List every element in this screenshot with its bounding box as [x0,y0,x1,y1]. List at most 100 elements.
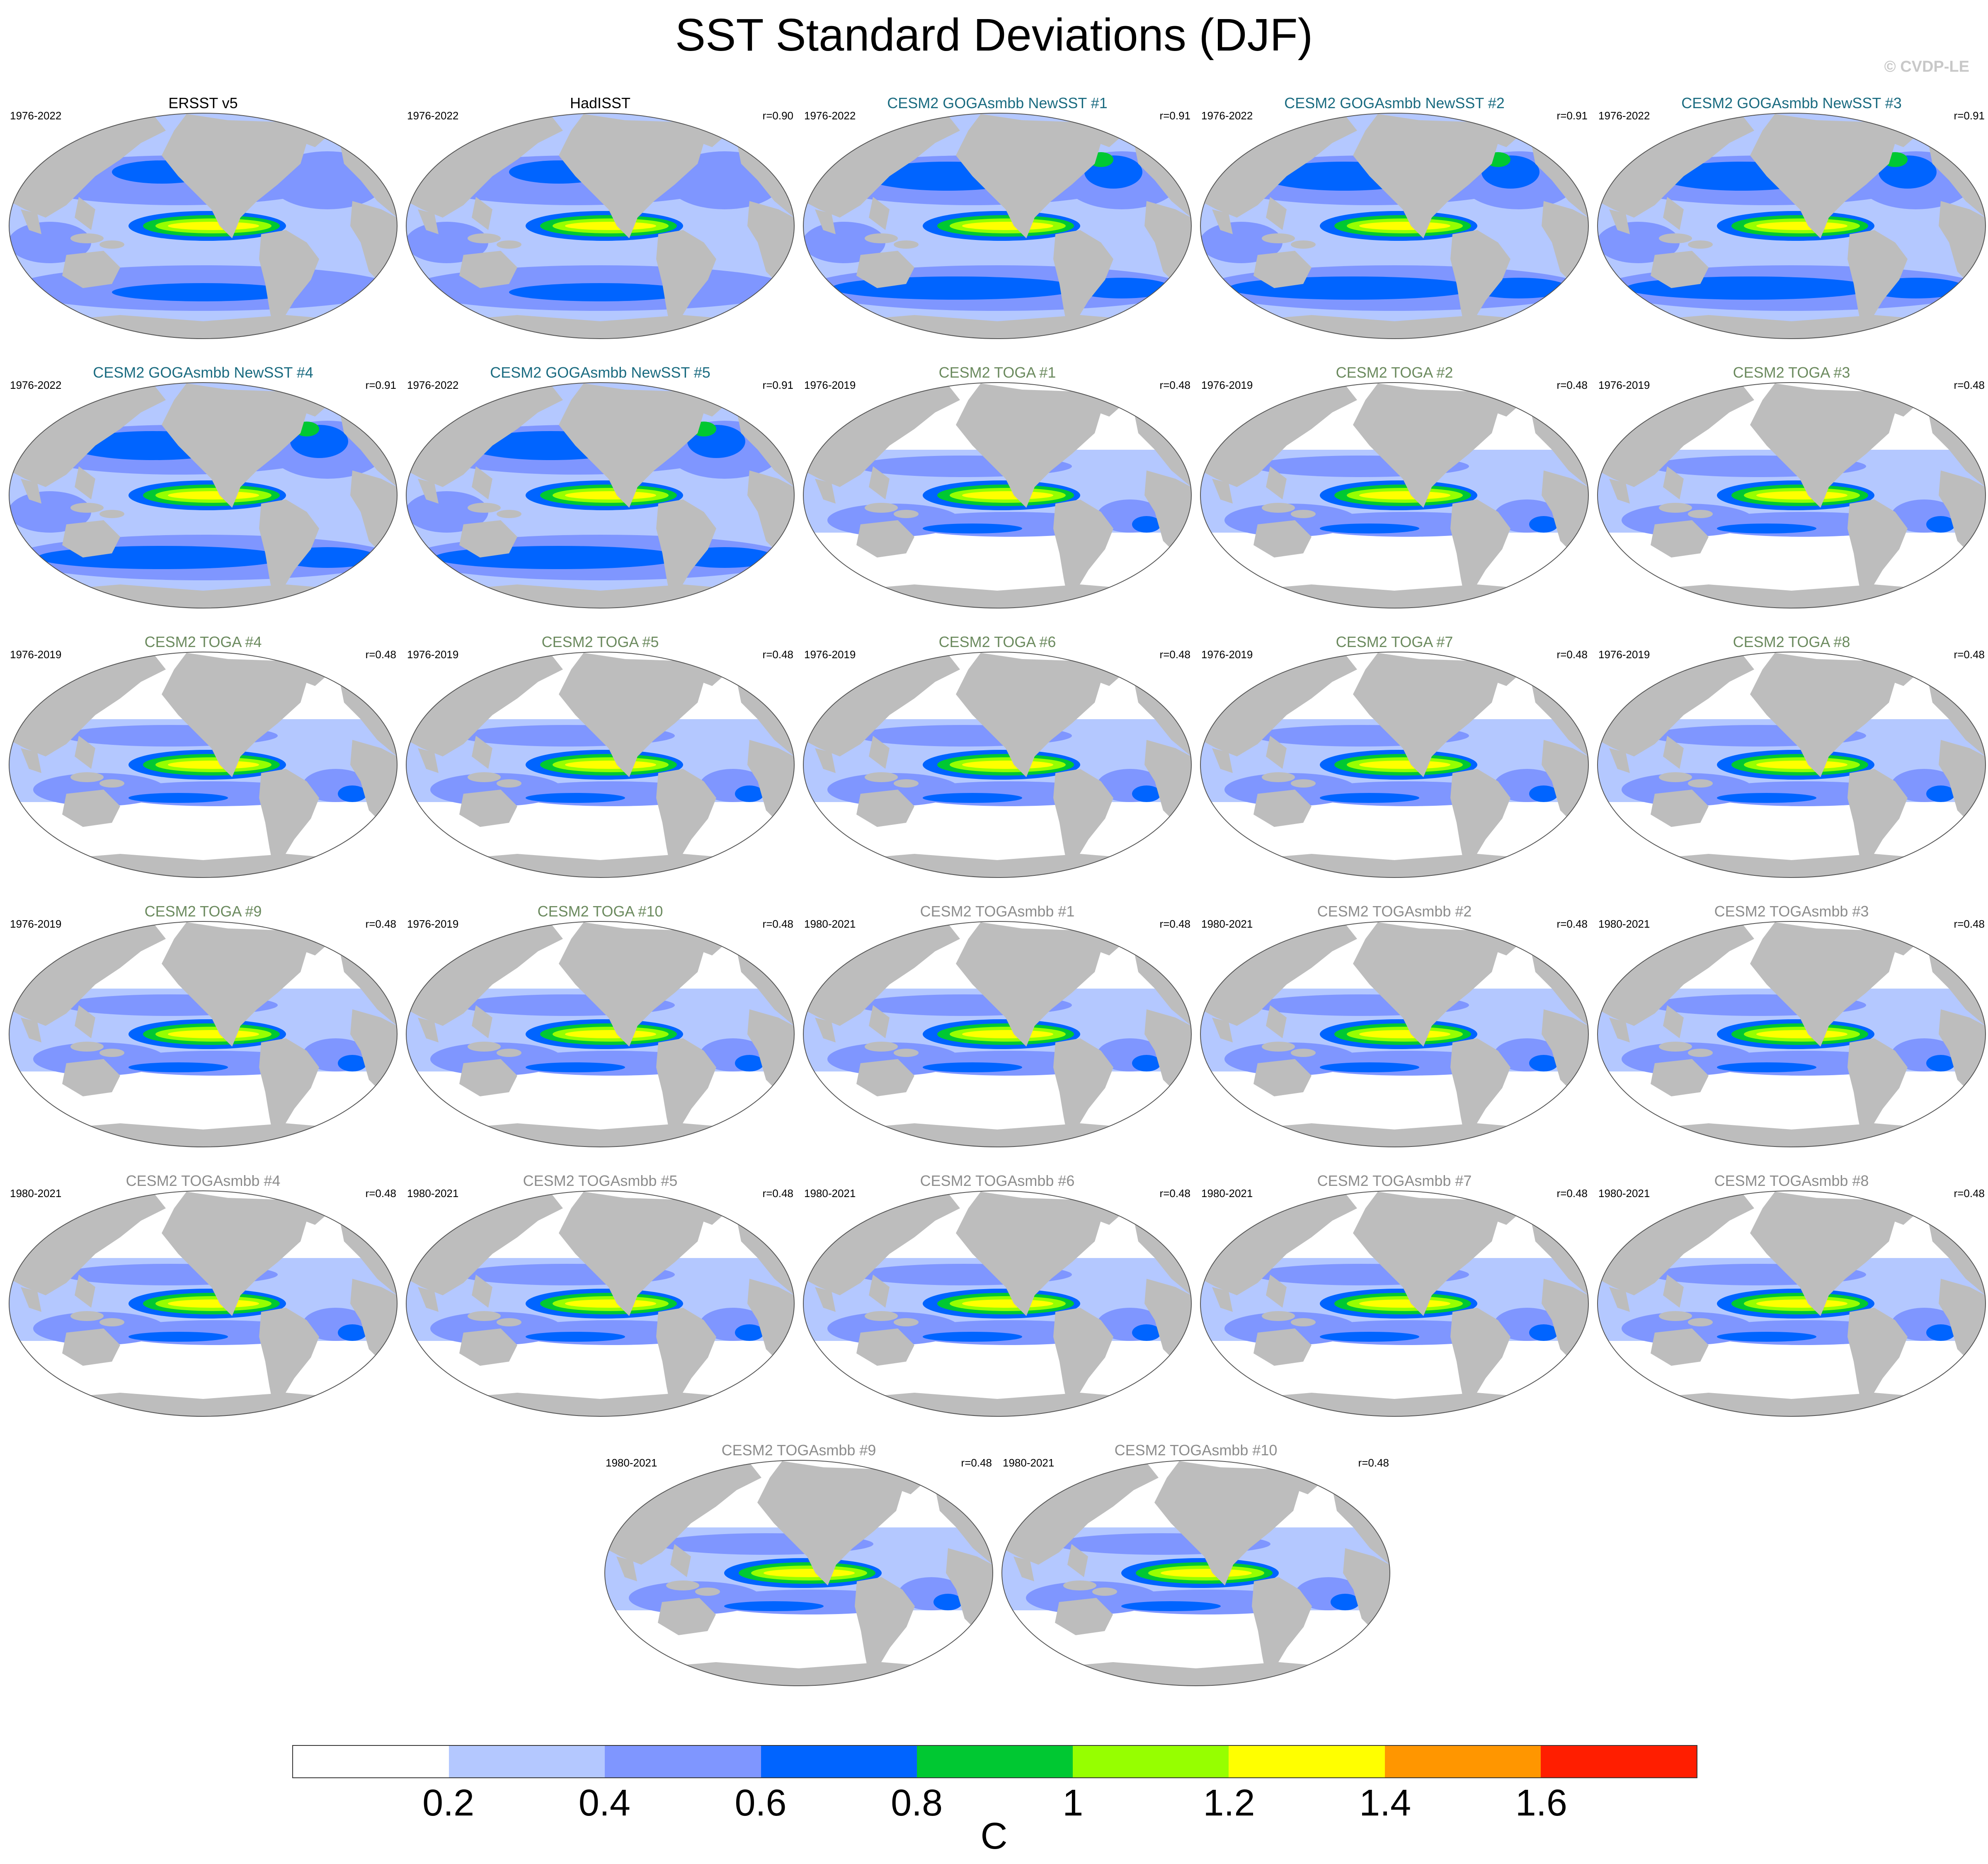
globe-outline [1597,382,1986,608]
land-india [21,479,41,504]
map-panel: ERSST v5 1976-2022 [9,95,398,339]
enso-yellow [962,761,1053,769]
land-new-guinea [1291,1049,1316,1057]
core-southern-ocean [112,283,294,301]
land-india [1212,1018,1233,1042]
land-se-asia [1266,1005,1287,1038]
land-south-america [259,769,319,868]
map-panel: HadISST 1976-2022 r=0.90 [406,95,795,339]
band-indian-ocean [1200,222,1283,263]
land-indonesia [1659,1311,1692,1321]
land-india [1212,209,1233,234]
panel-correlation: r=0.91 [366,379,396,391]
land-india [815,479,836,504]
land-se-asia [869,466,890,499]
land-indonesia [1262,772,1295,782]
core-south-pacific [1320,1332,1419,1342]
land-north-america [559,383,704,508]
land-south-america [1847,1038,1908,1138]
colorbar-tick-label: 0.2 [422,1782,475,1824]
land-new-guinea [99,510,124,518]
land-se-asia [75,197,95,230]
map-field [406,113,794,339]
map-panel: CESM2 TOGA #5 1976-2019 r=0.48 [406,633,795,878]
land-africa [1939,470,1986,553]
land-south-america [1450,769,1510,868]
land-australia [1651,520,1709,558]
land-australia [1651,251,1709,288]
panel-correlation: r=0.91 [763,379,793,391]
panel-title: CESM2 TOGAsmbb #3 [1714,903,1869,920]
land-africa [1144,740,1191,823]
panel-period: 1980-2021 [1598,1187,1650,1200]
land-new-guinea [1688,1318,1713,1326]
enso-yellow [168,1030,259,1038]
globe-outline [604,1460,993,1686]
land-africa [747,201,794,284]
map-panel: CESM2 TOGA #10 1976-2019 r=0.48 [406,903,795,1147]
map-field [803,921,1191,1147]
band-indian-ocean [9,222,91,263]
colorbar-swatch [1540,1746,1697,1777]
land-south-america [656,1308,716,1407]
land-new-guinea [1688,779,1713,788]
panel-correlation: r=0.48 [366,648,396,661]
enso-yellow [1756,1299,1847,1308]
land-indonesia [666,1580,699,1590]
enso-yellow [764,1569,855,1577]
map-panel: CESM2 TOGAsmbb #7 1980-2021 r=0.48 [1200,1172,1589,1417]
land-north-america [1750,383,1895,508]
land-indonesia [865,1311,898,1321]
land-indonesia [70,233,104,243]
enso-yellow [1756,222,1847,230]
core-south-pacific [1717,1062,1816,1072]
land-australia [1055,1598,1113,1635]
colorbar-swatch [1229,1746,1385,1777]
land-south-america [1450,1038,1510,1138]
core-south-atlantic [735,1055,764,1071]
land-se-asia [1266,466,1287,499]
panel-title: CESM2 GOGAsmbb NewSST #2 [1284,95,1505,112]
core-south-atlantic [1132,1324,1161,1341]
panel-correlation: r=0.48 [1160,918,1190,930]
enso-yellow [962,491,1053,499]
land-south-america [855,1577,915,1677]
land-india [418,209,439,234]
core-south-atlantic [1926,1324,1955,1341]
map-field [1598,383,1986,608]
core-south-pacific [1320,524,1419,533]
land-australia [62,790,120,827]
land-indonesia [468,503,501,513]
core-south-pacific [923,793,1022,803]
land-new-guinea [1291,510,1316,518]
land-australia [1651,1328,1709,1366]
map-panel: CESM2 TOGA #6 1976-2019 r=0.48 [803,633,1192,878]
globe-outline [9,921,398,1147]
panel-period: 1976-2019 [10,918,61,930]
core-south-atlantic [1132,1055,1161,1071]
land-se-asia [869,736,890,769]
panel-title: CESM2 TOGAsmbb #10 [1115,1442,1278,1459]
globe-outline [1200,921,1589,1147]
map-panel: CESM2 TOGA #4 1976-2019 r=0.48 [9,633,398,878]
panel-title: CESM2 TOGAsmbb #9 [722,1442,876,1459]
panel-correlation: r=0.48 [1954,379,1985,391]
land-africa [350,740,397,823]
panel-correlation: r=0.48 [1557,918,1588,930]
map-panel: CESM2 TOGAsmbb #8 1980-2021 r=0.48 [1597,1172,1986,1417]
colorbar-tick-label: 0.8 [891,1782,943,1824]
map-field [803,652,1191,877]
panel-period: 1976-2022 [1598,109,1650,122]
land-se-asia [869,1275,890,1308]
land-africa [1542,1009,1588,1092]
core-south-atlantic [338,785,367,802]
land-north-america [1353,383,1498,508]
map-field [803,383,1191,608]
map-panel: CESM2 GOGAsmbb NewSST #3 1976-2022 r=0.91 [1597,95,1986,339]
land-south-america [1450,499,1510,599]
land-india [418,1287,439,1312]
land-north-america [956,922,1101,1047]
enso-yellow [1756,1030,1847,1038]
land-indonesia [865,503,898,513]
colorbar-tick-label: 1.6 [1515,1782,1567,1824]
